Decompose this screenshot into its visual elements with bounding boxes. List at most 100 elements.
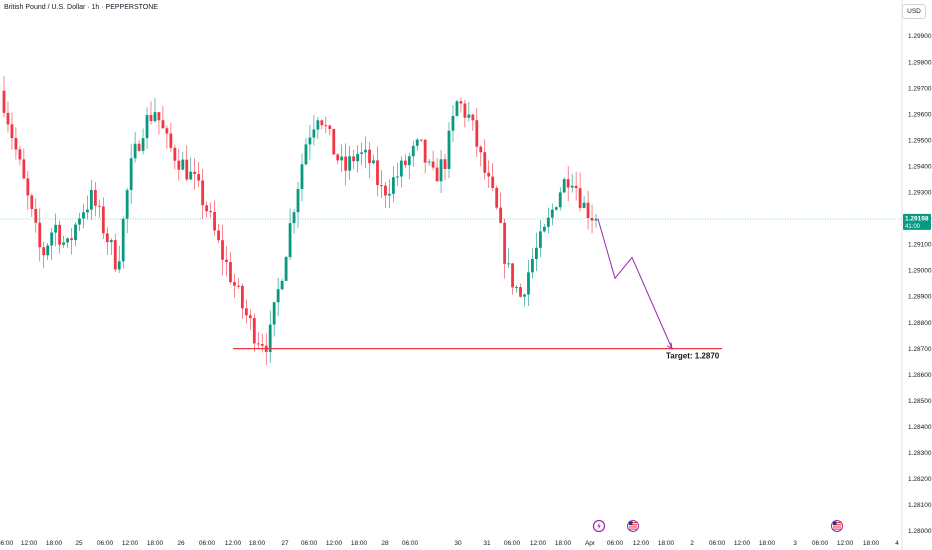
candle-body bbox=[288, 223, 292, 258]
time-tick: 06:00 bbox=[0, 540, 14, 547]
economic-event-icon[interactable] bbox=[592, 519, 606, 533]
candle-body bbox=[531, 259, 534, 273]
us-flag-icon[interactable] bbox=[831, 520, 843, 532]
candle-body bbox=[14, 138, 18, 150]
price-tick: 1.29800 bbox=[908, 59, 932, 66]
time-tick: 3 bbox=[793, 540, 797, 547]
time-tick: 12:00 bbox=[225, 540, 242, 547]
price-tick: 1.29100 bbox=[908, 242, 932, 249]
candle-body bbox=[109, 240, 113, 243]
candle-body bbox=[364, 149, 367, 153]
candle-body bbox=[391, 177, 395, 194]
candle-body bbox=[459, 101, 463, 104]
candle-body bbox=[18, 149, 22, 160]
candle-body bbox=[376, 160, 379, 186]
candle-body bbox=[511, 263, 514, 288]
candle-body bbox=[10, 124, 14, 139]
candle-body bbox=[336, 154, 340, 161]
candle-body bbox=[193, 171, 197, 174]
candle-body bbox=[153, 112, 157, 122]
price-tick: 1.28300 bbox=[908, 450, 932, 457]
candle-body bbox=[352, 156, 356, 162]
candle-body bbox=[101, 206, 105, 234]
candle-body bbox=[507, 263, 510, 265]
candle-body bbox=[360, 152, 363, 154]
projection-arrowhead bbox=[666, 342, 673, 350]
candle-body bbox=[165, 128, 169, 134]
candle-body bbox=[578, 188, 582, 208]
projection-path bbox=[597, 218, 673, 349]
candle-body bbox=[284, 257, 288, 281]
candle-body bbox=[320, 120, 324, 126]
candle-body bbox=[316, 120, 320, 130]
candle-body bbox=[586, 202, 590, 219]
time-tick: 18:00 bbox=[351, 540, 368, 547]
time-tick: 18:00 bbox=[555, 540, 572, 547]
candle-body bbox=[499, 207, 503, 223]
candle-body bbox=[82, 212, 85, 219]
candle-body bbox=[558, 192, 562, 208]
us-flag-icon[interactable] bbox=[627, 520, 639, 532]
candle-body bbox=[2, 90, 6, 113]
candle-body bbox=[590, 218, 594, 221]
candle-body bbox=[240, 285, 244, 309]
candle-body bbox=[439, 159, 443, 182]
time-tick: 18:00 bbox=[249, 540, 266, 547]
time-tick: 30 bbox=[454, 540, 462, 547]
candle-body bbox=[157, 112, 161, 121]
candle-body bbox=[125, 190, 129, 219]
time-tick: 12:00 bbox=[21, 540, 38, 547]
time-tick: 06:00 bbox=[709, 540, 726, 547]
candle-body bbox=[300, 164, 304, 190]
candle-body bbox=[169, 133, 173, 148]
price-tick: 1.29700 bbox=[908, 85, 932, 92]
candle-body bbox=[380, 185, 383, 187]
candle-body bbox=[491, 176, 495, 188]
candle-body bbox=[403, 160, 407, 166]
candle-body bbox=[173, 147, 177, 161]
candle-body bbox=[201, 180, 205, 206]
candle-body bbox=[387, 193, 391, 196]
candles bbox=[2, 76, 598, 365]
candle-body bbox=[455, 101, 459, 116]
candle-body bbox=[340, 156, 344, 161]
candle-body bbox=[86, 209, 89, 213]
time-tick: 18:00 bbox=[863, 540, 880, 547]
candle-body bbox=[93, 189, 97, 206]
time-tick: 06:00 bbox=[504, 540, 521, 547]
candle-body bbox=[566, 179, 570, 188]
candle-body bbox=[344, 156, 348, 171]
candle-body bbox=[276, 289, 280, 303]
time-tick: 18:00 bbox=[147, 540, 164, 547]
candle-body bbox=[328, 125, 332, 129]
price-tick: 1.28200 bbox=[908, 476, 932, 483]
candle-body bbox=[50, 232, 54, 246]
time-tick: 25 bbox=[75, 540, 83, 547]
last-price-value: 1.29198 bbox=[905, 215, 929, 222]
time-tick: 2 bbox=[690, 540, 694, 547]
candle-body bbox=[582, 202, 586, 208]
candle-body bbox=[399, 160, 403, 177]
candle-body bbox=[141, 138, 145, 151]
candle-body bbox=[395, 176, 399, 178]
candle-body bbox=[244, 308, 248, 316]
time-tick: 18:00 bbox=[759, 540, 776, 547]
candle-body bbox=[411, 145, 415, 157]
candle-body bbox=[205, 205, 209, 212]
candle-body bbox=[38, 222, 42, 248]
candle-body bbox=[129, 158, 133, 191]
time-tick: 06:00 bbox=[199, 540, 216, 547]
candle-body bbox=[487, 172, 491, 177]
price-tick: 1.28700 bbox=[908, 346, 932, 353]
time-tick: 28 bbox=[381, 540, 389, 547]
candle-body bbox=[356, 153, 360, 162]
time-tick: 12:00 bbox=[633, 540, 650, 547]
candle-body bbox=[233, 282, 236, 286]
time-tick: 06:00 bbox=[607, 540, 624, 547]
candle-body bbox=[475, 120, 479, 147]
candle-body bbox=[515, 287, 518, 289]
candle-body bbox=[447, 130, 451, 169]
candle-body bbox=[435, 167, 439, 182]
candle-body bbox=[324, 125, 328, 127]
